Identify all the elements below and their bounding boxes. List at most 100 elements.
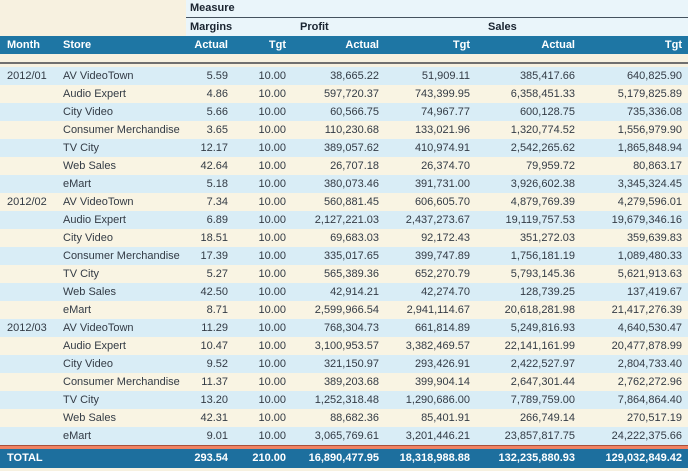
group-header-sales[interactable]: Sales — [474, 18, 688, 36]
margins-tgt-cell: 10.00 — [258, 88, 286, 100]
margins-tgt-cell: 10.00 — [258, 430, 286, 442]
profit-actual-cell: 565,389.36 — [323, 268, 379, 280]
sales-actual-cell: 5,249,816.93 — [510, 322, 575, 334]
sales-tgt-cell: 19,679,346.16 — [611, 214, 682, 226]
header-groups-row: Margins Profit Sales — [0, 18, 688, 36]
margins-tgt-cell: 10.00 — [258, 286, 286, 298]
profit-tgt-cell: 2,437,273.67 — [405, 214, 470, 226]
sales-tgt-cell: 24,222,375.66 — [611, 430, 682, 442]
column-header-profit-actual[interactable]: Actual — [345, 39, 379, 51]
profit-actual-cell: 3,100,953.57 — [314, 340, 379, 352]
column-header-sales-actual[interactable]: Actual — [541, 39, 575, 51]
margins-actual-cell: 3.65 — [206, 124, 228, 136]
margins-actual-cell: 8.71 — [206, 304, 228, 316]
store-cell: City Video — [63, 232, 113, 244]
month-cell — [0, 427, 60, 445]
column-header-profit-tgt[interactable]: Tgt — [452, 39, 470, 51]
table-row: Consumer Merchandise 11.37 10.00 389,203… — [0, 373, 688, 391]
profit-tgt-cell: 652,270.79 — [414, 268, 470, 280]
margins-actual-cell: 9.52 — [206, 358, 228, 370]
month-cell — [0, 229, 60, 247]
sales-tgt-cell: 21,417,276.39 — [611, 304, 682, 316]
month-cell — [0, 301, 60, 319]
table-row: Audio Expert 6.89 10.00 2,127,221.03 2,4… — [0, 211, 688, 229]
table-row: eMart 5.18 10.00 380,073.46 391,731.00 3… — [0, 175, 688, 193]
table-row: TV City 12.17 10.00 389,057.62 410,974.9… — [0, 139, 688, 157]
margins-actual-cell: 5.66 — [206, 106, 228, 118]
sales-actual-cell: 385,417.66 — [519, 70, 575, 82]
store-cell: TV City — [63, 394, 100, 406]
sales-tgt-cell: 3,345,324.45 — [617, 178, 682, 190]
profit-actual-cell: 110,230.68 — [324, 124, 379, 136]
profit-actual-cell: 389,203.68 — [323, 376, 379, 388]
store-cell: City Video — [63, 358, 113, 370]
margins-tgt-cell: 10.00 — [258, 340, 286, 352]
sales-tgt-cell: 4,279,596.01 — [617, 196, 682, 208]
margins-actual-cell: 7.34 — [206, 196, 228, 208]
table-row: City Video 9.52 10.00 321,150.97 293,426… — [0, 355, 688, 373]
total-label: TOTAL — [7, 452, 43, 464]
store-cell: Web Sales — [63, 412, 116, 424]
margins-tgt-cell: 10.00 — [258, 160, 286, 172]
total-sales-tgt: 129,032,849.42 — [605, 452, 682, 464]
sales-actual-cell: 79,959.72 — [526, 160, 575, 172]
month-cell — [0, 409, 60, 427]
header-spacer — [0, 18, 186, 36]
profit-tgt-cell: 743,399.95 — [414, 88, 470, 100]
measure-header[interactable]: Measure — [186, 0, 688, 18]
group-header-profit[interactable]: Profit — [290, 18, 474, 36]
store-cell: eMart — [63, 304, 92, 316]
sales-actual-cell: 2,647,301.44 — [510, 376, 575, 388]
sales-actual-cell: 4,879,769.39 — [510, 196, 575, 208]
profit-tgt-cell: 74,967.77 — [421, 106, 470, 118]
store-cell: AV VideoTown — [63, 196, 134, 208]
sales-tgt-cell: 2,804,733.40 — [617, 358, 682, 370]
margins-actual-cell: 17.39 — [200, 250, 228, 262]
margins-tgt-cell: 10.00 — [258, 70, 286, 82]
sales-actual-cell: 22,141,161.99 — [504, 340, 575, 352]
profit-tgt-cell: 92,172.43 — [421, 232, 470, 244]
table-row: City Video 18.51 10.00 69,683.03 92,172.… — [0, 229, 688, 247]
margins-actual-cell: 13.20 — [200, 394, 228, 406]
column-header-store[interactable]: Store — [63, 39, 92, 51]
profit-actual-cell: 2,599,966.54 — [314, 304, 379, 316]
month-cell — [0, 355, 60, 373]
margins-tgt-cell: 10.00 — [258, 142, 286, 154]
table-row: TV City 13.20 10.00 1,252,318.48 1,290,6… — [0, 391, 688, 409]
total-sales-actual: 132,235,880.93 — [498, 452, 575, 464]
sales-actual-cell: 2,422,527.97 — [510, 358, 575, 370]
margins-actual-cell: 4.86 — [206, 88, 228, 100]
column-header-margins-tgt[interactable]: Tgt — [268, 39, 286, 51]
profit-tgt-cell: 661,814.89 — [414, 322, 470, 334]
sales-actual-cell: 5,793,145.36 — [510, 268, 575, 280]
profit-actual-cell: 768,304.73 — [323, 322, 379, 334]
group-header-margins[interactable]: Margins — [186, 18, 290, 36]
sales-actual-cell: 600,128.75 — [519, 106, 575, 118]
margins-actual-cell: 5.27 — [206, 268, 228, 280]
sales-tgt-cell: 20,477,878.99 — [611, 340, 682, 352]
month-cell: 2012/03 — [7, 322, 47, 334]
margins-actual-cell: 12.17 — [200, 142, 228, 154]
sales-actual-cell: 128,739.25 — [519, 286, 575, 298]
column-header-margins-actual[interactable]: Actual — [194, 39, 228, 51]
sales-actual-cell: 7,789,759.00 — [510, 394, 575, 406]
margins-tgt-cell: 10.00 — [258, 178, 286, 190]
header-gap — [0, 54, 688, 62]
header-measure-row: Measure — [0, 0, 688, 18]
sales-tgt-cell: 1,089,480.33 — [617, 250, 682, 262]
total-margins-actual: 293.54 — [194, 452, 228, 464]
margins-actual-cell: 9.01 — [206, 430, 228, 442]
store-cell: Audio Expert — [63, 214, 126, 226]
table-row: TV City 5.27 10.00 565,389.36 652,270.79… — [0, 265, 688, 283]
column-header-month[interactable]: Month — [7, 39, 40, 51]
sales-actual-cell: 1,320,774.52 — [510, 124, 575, 136]
month-cell — [0, 157, 60, 175]
profit-tgt-cell: 133,021.96 — [414, 124, 470, 136]
margins-tgt-cell: 10.00 — [258, 358, 286, 370]
profit-tgt-cell: 391,731.00 — [414, 178, 470, 190]
sales-actual-cell: 19,119,757.53 — [505, 214, 575, 226]
store-cell: eMart — [63, 178, 92, 190]
store-cell: TV City — [63, 268, 100, 280]
column-header-sales-tgt[interactable]: Tgt — [664, 39, 682, 51]
